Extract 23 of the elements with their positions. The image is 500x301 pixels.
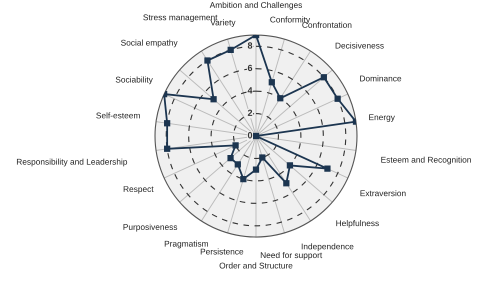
spoke-label: Dominance <box>360 75 402 82</box>
spoke-label: Sociability <box>116 76 153 84</box>
y-tick-label: 4 <box>248 87 252 94</box>
spoke-label: Ambition and Challenges <box>210 2 302 10</box>
y-tick-label: 0 <box>248 132 252 138</box>
spoke-label: Independence <box>302 243 354 252</box>
spoke-label: Social empathy <box>121 40 178 48</box>
y-tick-label: 2 <box>248 110 252 116</box>
spoke-label: Purposiveness <box>124 224 178 232</box>
spoke-label: Respect <box>124 186 154 194</box>
y-tick-label: 8 <box>248 42 252 49</box>
y-tick-label: 6 <box>248 64 252 72</box>
spoke-label: Decisiveness <box>336 42 384 49</box>
spoke-label: Esteem and Recognition <box>381 156 471 164</box>
spoke-label: Pragmatism <box>164 240 208 248</box>
spoke-label: Order and Structure <box>220 262 292 269</box>
spoke-label: Responsibility and Leadership <box>16 158 128 166</box>
spoke-label: Need for support <box>260 252 322 260</box>
spoke-label: Extraversion <box>360 190 406 196</box>
spoke-label: Self-esteem <box>96 112 140 118</box>
spoke-label: Energy <box>369 114 395 122</box>
spoke-label: Persistence <box>200 248 244 255</box>
spoke-label: Helpfulness <box>336 220 379 228</box>
